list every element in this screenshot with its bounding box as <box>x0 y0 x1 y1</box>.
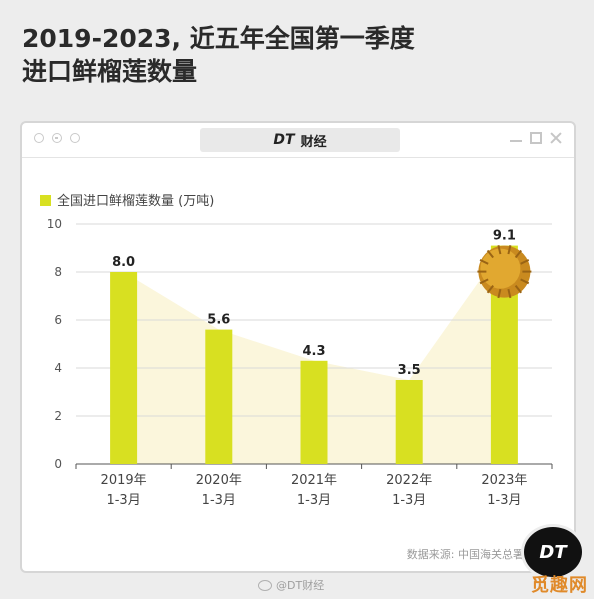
bar <box>395 380 423 464</box>
bar <box>110 272 138 464</box>
durian-spike <box>520 278 530 285</box>
durian-spike <box>486 285 494 294</box>
durian-spike <box>479 278 489 285</box>
value-label: 8.0 <box>112 255 135 270</box>
value-label: 9.1 <box>493 229 516 244</box>
bar <box>205 329 233 464</box>
value-label: 3.5 <box>398 363 421 378</box>
y-tick-label: 0 <box>54 457 62 471</box>
x-tick-label: 1-3月 <box>392 493 426 508</box>
durian-spike <box>507 245 512 255</box>
y-tick-label: 4 <box>54 361 62 375</box>
window-titlebar: DT 财经 <box>22 123 574 158</box>
circle-icon <box>70 133 80 143</box>
durian-spike <box>497 245 502 255</box>
durian-spike <box>486 249 494 259</box>
maximize-icon <box>530 132 542 144</box>
x-tick-label: 2023年 <box>481 473 527 488</box>
x-tick-label: 1-3月 <box>487 493 521 508</box>
x-tick-label: 1-3月 <box>297 493 331 508</box>
weibo-handle-text: @DT财经 <box>276 579 325 592</box>
y-tick-label: 2 <box>54 409 62 423</box>
brand-logo: DT <box>273 132 295 148</box>
y-tick-label: 6 <box>54 313 62 327</box>
x-tick-label: 2021年 <box>291 473 337 488</box>
x-tick-label: 1-3月 <box>202 493 236 508</box>
durian-spike <box>497 288 502 299</box>
durian-spike <box>479 258 489 265</box>
durian-spike <box>514 249 523 259</box>
title-line-1: 2019-2023, 近五年全国第一季度 <box>22 24 415 53</box>
x-tick-label: 2020年 <box>196 473 242 488</box>
x-tick-label: 1-3月 <box>106 493 140 508</box>
weibo-handle: @DT财经 <box>258 577 324 593</box>
bar <box>300 360 328 464</box>
window-dots <box>34 133 80 143</box>
circle-icon <box>34 133 44 143</box>
site-watermark: 觅趣网 <box>531 575 588 596</box>
value-label: 5.6 <box>207 313 230 328</box>
minimize-icon <box>510 132 522 144</box>
durian-spike <box>514 285 523 294</box>
x-tick-label: 2022年 <box>386 473 432 488</box>
x-tick-label: 2019年 <box>101 473 147 488</box>
minus-circle-icon <box>52 133 62 143</box>
y-tick-label: 8 <box>54 265 62 279</box>
title-line-2: 进口鲜榴莲数量 <box>22 57 198 86</box>
page-title: 2019-2023, 近五年全国第一季度 进口鲜榴莲数量 <box>22 22 562 88</box>
durian-highlight <box>480 248 521 289</box>
value-label: 4.3 <box>302 344 325 359</box>
dt-logo-badge: DT <box>521 524 585 580</box>
brand-name: 财经 <box>300 134 327 150</box>
brand-tab: DT 财经 <box>200 128 400 152</box>
durian-spike <box>520 258 530 265</box>
legend-label: 全国进口鲜榴莲数量 (万吨) <box>57 193 214 209</box>
legend-swatch <box>40 195 51 206</box>
durian-spike <box>507 288 512 299</box>
y-tick-label: 10 <box>47 217 62 231</box>
weibo-icon <box>258 579 272 591</box>
